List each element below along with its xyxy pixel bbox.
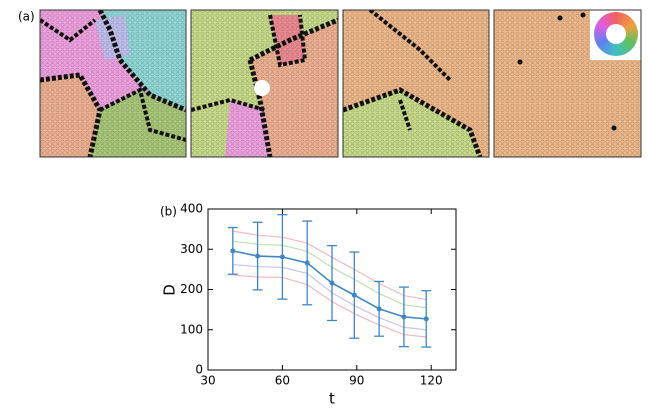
data-point — [230, 248, 236, 254]
series-line — [232, 250, 427, 320]
particle-image — [40, 10, 186, 157]
x-axis-label: t — [329, 390, 335, 407]
panel-label: (b) — [160, 205, 177, 219]
data-point — [423, 316, 429, 322]
y-tick-label: 0 — [195, 363, 203, 377]
panel-label: (a) — [18, 10, 35, 24]
y-tick-label: 200 — [180, 282, 203, 296]
y-axis-label: D — [161, 284, 179, 296]
x-tick-label: 60 — [275, 374, 290, 388]
data-point — [304, 260, 310, 266]
data-point — [376, 306, 382, 312]
y-tick-label: 400 — [180, 202, 203, 216]
y-tick-label: 300 — [180, 242, 203, 256]
data-point — [329, 280, 335, 286]
y-tick-label: 100 — [180, 322, 203, 336]
data-point — [351, 292, 357, 298]
data-point — [401, 314, 407, 320]
color-wheel — [594, 12, 638, 56]
x-tick-label: 90 — [349, 374, 364, 388]
particle-image — [343, 10, 489, 157]
data-point — [279, 254, 285, 260]
series-line — [232, 274, 427, 338]
series-line — [232, 240, 427, 309]
particle-image — [191, 10, 338, 157]
x-tick-label: 30 — [200, 374, 215, 388]
data-point — [255, 253, 261, 259]
x-tick-label: 120 — [420, 374, 443, 388]
